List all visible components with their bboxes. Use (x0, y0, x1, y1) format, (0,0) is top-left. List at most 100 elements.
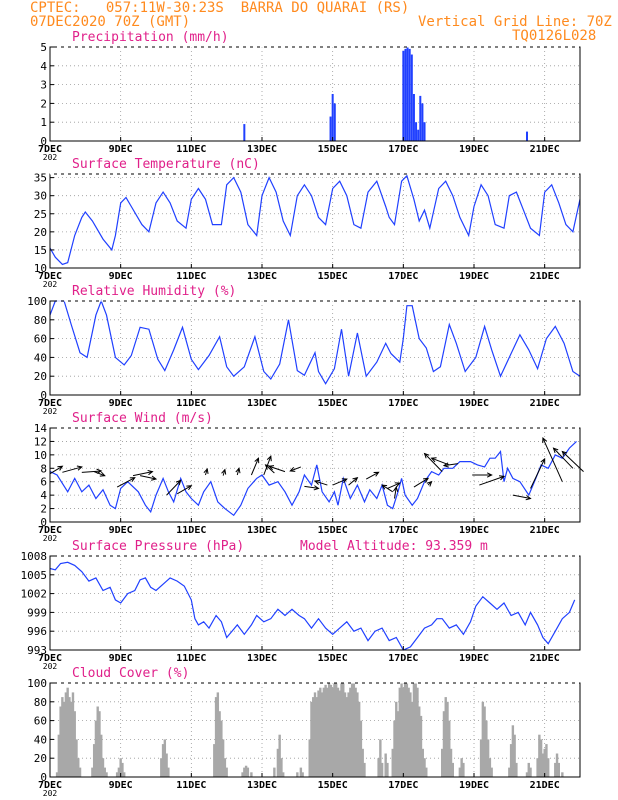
cloud-bar (273, 767, 276, 777)
cloud-bar (276, 748, 280, 777)
cloud-bar (70, 701, 73, 777)
y-tick-label: 20 (34, 752, 47, 765)
precipitation-bar (402, 50, 405, 142)
x-tick-label: 9DEC (109, 525, 133, 536)
cloud-bar (244, 765, 248, 777)
wind-arrow-head (430, 457, 437, 463)
cloud-bar (91, 767, 94, 777)
y-tick-label: 8 (40, 462, 47, 475)
cloud-bar (561, 772, 564, 777)
cloud-bar (384, 753, 387, 777)
wind-arrow-shaft (93, 471, 105, 477)
y-tick-label: 100 (27, 677, 47, 690)
wind-arrow-head (313, 479, 321, 485)
cloud-bar (282, 772, 285, 777)
precipitation-title: Precipitation (mm/h) (72, 30, 229, 45)
y-tick-label: 40 (34, 733, 47, 746)
pressure-panel: 993 996 999 1002 1005 1008 7DEC 9DEC 11DEC 13DEC 1… (21, 550, 581, 671)
humidity-frame (49, 300, 581, 396)
wind-arrow-head (393, 485, 399, 493)
cloud-bar (59, 706, 62, 777)
y-tick-label: 35 (34, 172, 47, 185)
y-tick-label: 0 (40, 516, 47, 529)
wind-arrow-head (266, 455, 272, 462)
cloud-bar (213, 744, 216, 777)
wind-arrow (132, 469, 154, 477)
x-tick-label: 15DEC (318, 780, 348, 791)
cloud-bar (527, 762, 530, 777)
cloud-bar (64, 692, 68, 777)
y-tick-label: 80 (34, 696, 47, 709)
cloud-bar (343, 692, 347, 777)
cloud-bar (335, 683, 338, 777)
wind-arrow-head (486, 472, 493, 478)
x-tick-label: 13DEC (247, 271, 277, 282)
precipitation-bar (421, 103, 424, 141)
x-tick-label: 7DEC (38, 780, 62, 791)
wind-arrow-head (96, 468, 103, 474)
x-tick-label: 15DEC (318, 144, 348, 155)
x-tick-label: 21DEC (530, 144, 560, 155)
cloud-bar (446, 701, 449, 777)
x-tick-label: 11DEC (176, 780, 206, 791)
wind-arrow-shaft (62, 466, 82, 473)
cloud-bar (398, 687, 401, 777)
wind-arrow (442, 462, 459, 468)
x-tick-label: 15DEC (318, 525, 348, 536)
cloud-bar (223, 758, 227, 777)
x-tick-label: 7DEC (38, 525, 62, 536)
y-tick-label: 1002 (21, 588, 48, 601)
x-tick-label: 13DEC (247, 525, 277, 536)
cloud-bar (458, 767, 462, 777)
pressure-frame (49, 555, 581, 651)
wind-arrow (139, 475, 158, 481)
cloud-bar (444, 697, 447, 777)
wind-arrow (81, 468, 103, 474)
cloud-bar (329, 684, 333, 777)
cloud-bar (479, 739, 483, 777)
cloud-bar (448, 720, 451, 777)
cloud-bar (336, 687, 340, 777)
cloud-bar (214, 697, 218, 777)
cloud-bar (529, 767, 532, 777)
precipitation-bar (410, 54, 413, 141)
wind-arrow (176, 485, 193, 495)
x-year-label: 202 (43, 534, 58, 543)
wind-arrow-head (552, 447, 559, 454)
x-tick-label: 15DEC (318, 653, 348, 664)
precipitation-frame (49, 46, 581, 142)
wind-arrow-shaft (394, 487, 397, 499)
precipitation-bar (243, 124, 246, 141)
cloud-bar (312, 697, 315, 777)
wind-arrow (348, 476, 359, 486)
precipitation-bar (526, 131, 528, 141)
y-tick-label: 20 (34, 370, 47, 383)
wind-arrow (116, 477, 136, 488)
cloud-bar (165, 753, 168, 777)
cloud-bar (98, 711, 101, 777)
cloud-bar (442, 711, 446, 777)
wind-arrow-head (186, 485, 193, 491)
y-tick-label: 60 (34, 715, 47, 728)
model-altitude-annotation: Model Altitude: 93.359 m (300, 539, 488, 554)
y-tick-label: 993 (27, 644, 47, 657)
cloud-bar (163, 739, 167, 777)
y-tick-label: 10 (34, 449, 47, 462)
x-tick-label: 11DEC (176, 398, 206, 409)
cloud-bar (386, 762, 389, 777)
cloud-bar (419, 715, 423, 777)
x-tick-label: 21DEC (530, 780, 560, 791)
wind-arrow-shaft (542, 437, 563, 482)
cloud-bar (61, 697, 64, 777)
x-year-label: 202 (43, 153, 58, 162)
cloud-bar (555, 753, 559, 777)
cloud-bar (333, 683, 336, 777)
wind-arrow-shaft (166, 480, 182, 496)
cloud-bar (402, 687, 405, 777)
cloud-bar (513, 734, 516, 777)
wind-arrow-shaft (176, 485, 192, 495)
wind-arrow-head (561, 450, 568, 457)
cloud-bar (490, 767, 493, 777)
cloud-bar (525, 772, 529, 777)
